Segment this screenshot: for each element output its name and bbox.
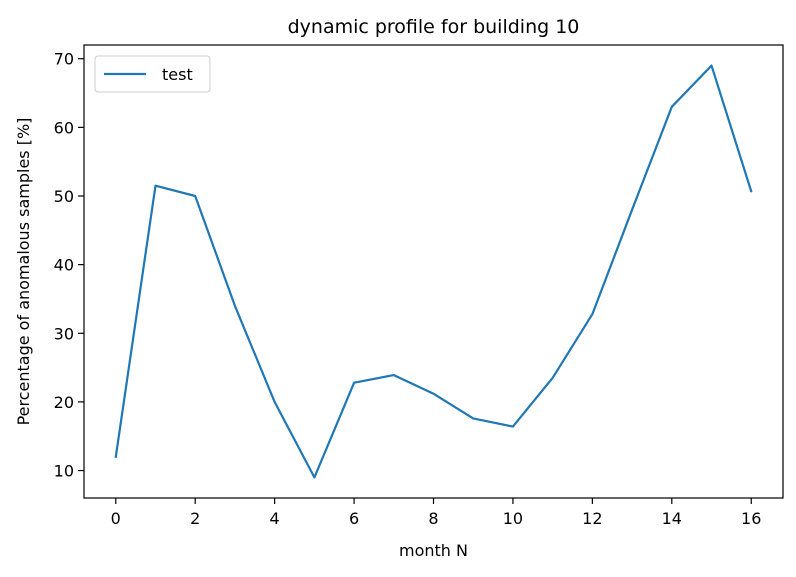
- x-axis-ticks: 0 2 4 6 8 10 12 14 16: [111, 498, 761, 528]
- series-layer: [114, 64, 753, 479]
- y-tick-label: 70: [54, 50, 74, 69]
- plot-frame: [83, 44, 784, 499]
- x-tick-label: 2: [190, 509, 200, 528]
- x-tick-label: 8: [428, 509, 438, 528]
- x-tick-label: 6: [349, 509, 359, 528]
- chart-title: dynamic profile for building 10: [288, 16, 580, 38]
- legend-label-test: test: [162, 65, 193, 84]
- x-tick-label: 4: [270, 509, 280, 528]
- plot-area: [84, 45, 783, 498]
- y-tick-label: 10: [54, 462, 74, 481]
- series-line-test: [114, 64, 753, 479]
- x-tick-label: 10: [503, 509, 523, 528]
- y-axis-label: Percentage of anomalous samples [%]: [14, 118, 33, 426]
- x-tick-label: 0: [111, 509, 121, 528]
- x-tick-label: 12: [582, 509, 602, 528]
- x-tick-label: 16: [741, 509, 761, 528]
- x-tick-label: 14: [662, 509, 682, 528]
- x-axis-label: month N: [399, 541, 468, 560]
- legend: test: [94, 55, 211, 93]
- y-tick-label: 20: [54, 393, 74, 412]
- y-tick-label: 30: [54, 324, 74, 343]
- legend-box: [94, 55, 211, 93]
- y-tick-label: 50: [54, 187, 74, 206]
- y-tick-label: 40: [54, 256, 74, 275]
- y-axis-ticks: 10 20 30 40 50 60 70: [54, 50, 84, 481]
- y-tick-label: 60: [54, 118, 74, 137]
